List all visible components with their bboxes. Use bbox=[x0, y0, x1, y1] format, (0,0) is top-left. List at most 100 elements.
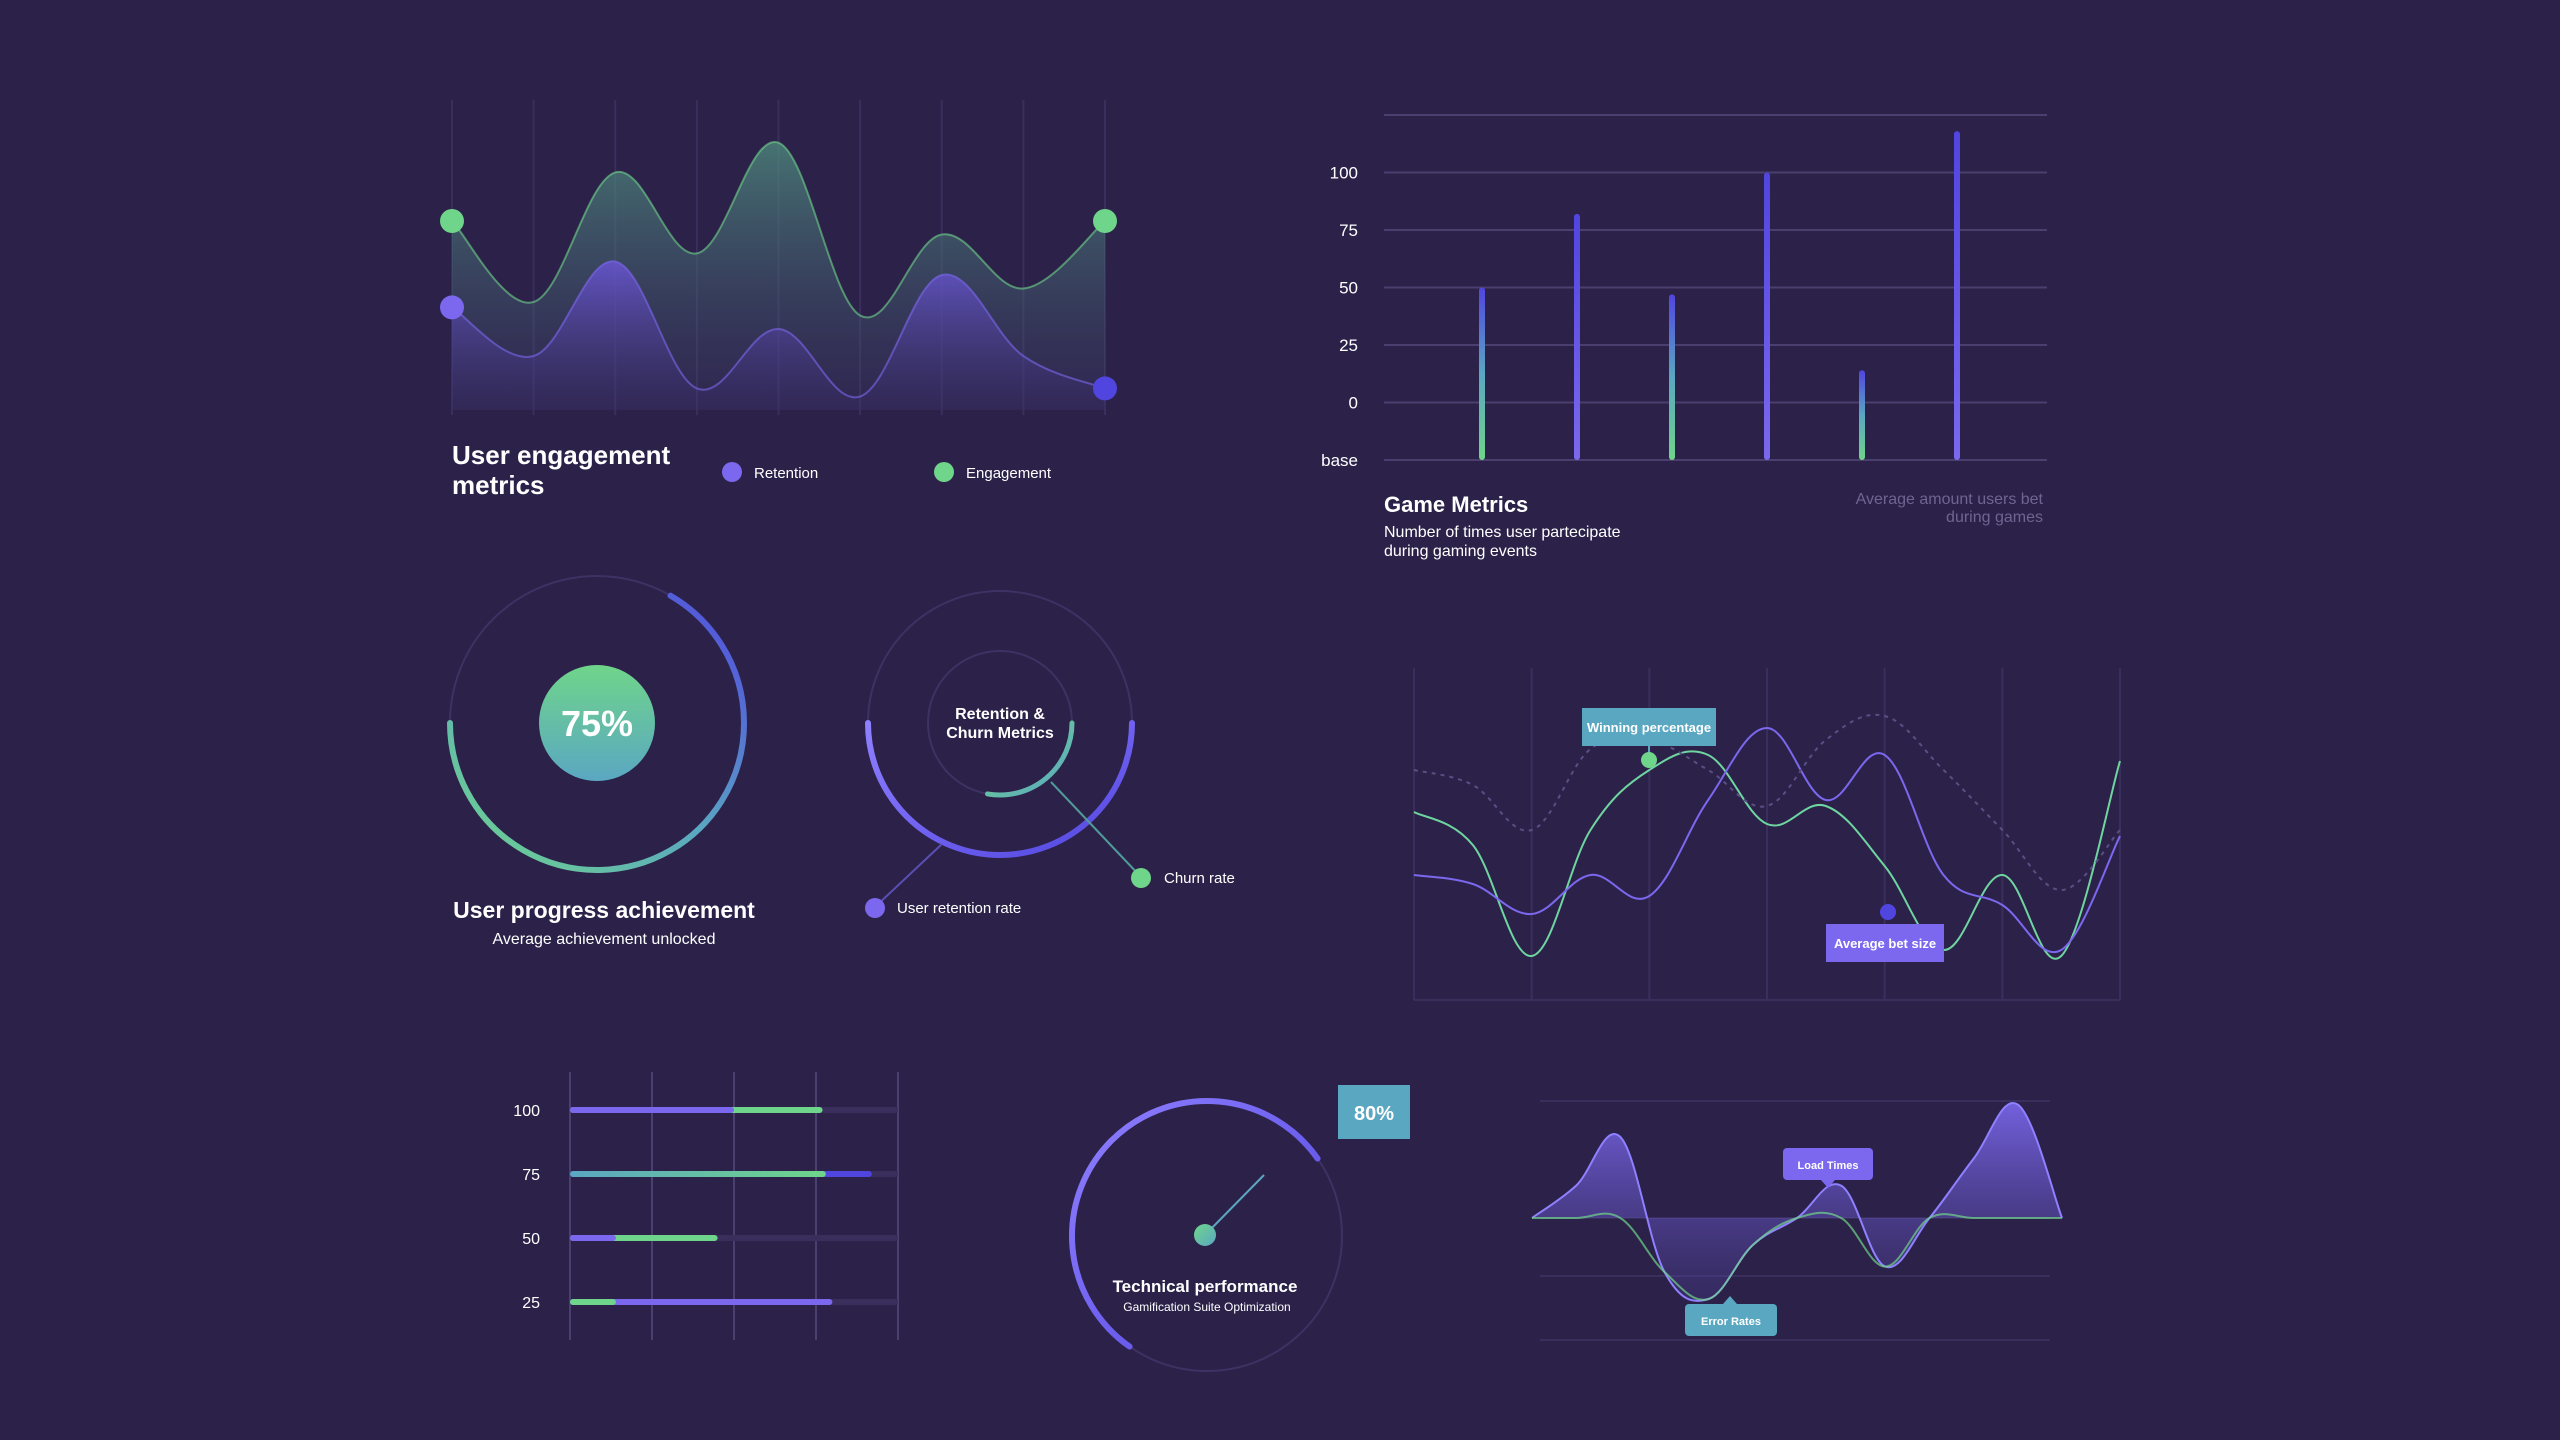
game-metrics-subtitle-line1: Number of times user partecipate bbox=[1384, 524, 1621, 541]
game-metrics-y-ticks: base 0 25 50 75 100 bbox=[1321, 164, 1358, 471]
load-error-area bbox=[1532, 1102, 2062, 1301]
game-metrics-title: Game Metrics bbox=[1384, 492, 1528, 517]
winning-bet-line bbox=[1413, 726, 2121, 954]
load-tag: Load Times bbox=[1783, 1148, 1873, 1188]
error-tag-label: Error Rates bbox=[1701, 1316, 1761, 1328]
hbar-segment bbox=[570, 1107, 734, 1113]
engagement-start-point bbox=[440, 209, 464, 233]
game-metrics-tick-label: 50 bbox=[1339, 279, 1358, 298]
progress-subtitle: Average achievement unlocked bbox=[493, 931, 716, 948]
load-error-line bbox=[1531, 1101, 2063, 1302]
legend-retention-dot bbox=[722, 462, 742, 482]
gauge-needle bbox=[1204, 1174, 1265, 1236]
winning-bet-grid bbox=[1413, 668, 2121, 1001]
error-tag-pointer bbox=[1723, 1296, 1737, 1304]
game-metrics-note-line1: Average amount users bet bbox=[1856, 491, 2044, 508]
technical-subtitle: Gamification Suite Optimization bbox=[1123, 1300, 1290, 1314]
game-metrics-tick-label: 100 bbox=[1330, 164, 1358, 183]
load-tag-box bbox=[1783, 1148, 1873, 1180]
engagement-title-line2: metrics bbox=[452, 470, 545, 500]
horizontal-bars-grid bbox=[569, 1072, 899, 1340]
hbar-segment bbox=[570, 1171, 826, 1177]
retention-center-line1: Retention & bbox=[955, 706, 1045, 723]
progress-value-disc bbox=[539, 665, 655, 781]
winning-marker bbox=[1641, 752, 1657, 768]
hbar-segment bbox=[570, 1235, 616, 1241]
winning-tag-box bbox=[1582, 708, 1716, 746]
retention-arc bbox=[865, 720, 1135, 858]
churn-leader-line bbox=[1050, 781, 1142, 878]
engagement-chart: User engagement metrics Retention Engage… bbox=[440, 100, 1117, 500]
hbar-category-label: 50 bbox=[522, 1231, 540, 1248]
progress-value-label: 75% bbox=[561, 703, 633, 744]
retention-dot bbox=[865, 898, 885, 918]
winning-tag-label: Winning percentage bbox=[1587, 720, 1711, 735]
retention-end-point bbox=[1093, 376, 1117, 401]
legend-retention-label: Retention bbox=[754, 465, 818, 482]
game-metrics-note-line2: during games bbox=[1946, 509, 2043, 526]
error-tag: Error Rates bbox=[1685, 1296, 1777, 1336]
game-metrics-bar bbox=[1479, 287, 1485, 460]
retention-start-point bbox=[440, 295, 464, 320]
game-metrics-tick-label: 25 bbox=[1339, 336, 1358, 355]
winning-tag: Winning percentage bbox=[1582, 708, 1716, 760]
hbar-category-label: 25 bbox=[522, 1295, 540, 1312]
engagement-endpoints bbox=[440, 209, 1117, 401]
bet-tag: Average bet size bbox=[1826, 924, 1944, 962]
game-metrics-bar bbox=[1574, 213, 1580, 460]
technical-badge-label: 80% bbox=[1354, 1103, 1394, 1125]
bet-tag-label: Average bet size bbox=[1834, 936, 1936, 951]
churn-arc bbox=[984, 720, 1075, 798]
retention-label: User retention rate bbox=[897, 900, 1021, 917]
progress-title: User progress achievement bbox=[453, 897, 755, 923]
error-rate-line bbox=[1531, 1211, 2062, 1301]
bet-tag-box bbox=[1826, 924, 1944, 962]
churn-dot bbox=[1131, 868, 1151, 888]
churn-label: Churn rate bbox=[1164, 870, 1235, 887]
winning-bet-chart: Winning percentage Average bet size bbox=[1413, 668, 2121, 1001]
technical-title: Technical performance bbox=[1113, 1277, 1298, 1296]
game-metrics-bar bbox=[1764, 172, 1770, 460]
game-metrics-grid bbox=[1384, 114, 2047, 461]
retention-leader-line bbox=[874, 843, 943, 908]
horizontal-bars: 100 75 50 25 bbox=[513, 1103, 898, 1312]
legend-engagement-dot bbox=[934, 462, 954, 482]
load-tag-pointer bbox=[1821, 1180, 1835, 1188]
load-tag-label: Load Times bbox=[1798, 1160, 1859, 1172]
hbar-segment bbox=[570, 1299, 616, 1305]
engagement-areas bbox=[451, 141, 1106, 410]
engagement-area-retention bbox=[452, 261, 1105, 410]
load-error-areas bbox=[1531, 1101, 2063, 1302]
game-metrics-subtitle-line2: during gaming events bbox=[1384, 543, 1537, 560]
load-error-chart: Load Times Error Rates bbox=[1531, 1100, 2063, 1341]
retention-center-line2: Churn Metrics bbox=[946, 725, 1054, 742]
game-metrics-tick-label: base bbox=[1321, 451, 1358, 470]
engagement-legend: Retention Engagement bbox=[722, 462, 1052, 482]
game-metrics-bars bbox=[1479, 131, 1960, 460]
gauge-arc bbox=[1069, 1098, 1321, 1350]
legend-engagement-label: Engagement bbox=[966, 465, 1052, 482]
user-progress-chart: 75% User progress achievement Average ac… bbox=[447, 575, 755, 948]
hbar-segment bbox=[570, 1299, 833, 1305]
hbar-category-label: 75 bbox=[522, 1167, 540, 1184]
winning-bet-lines bbox=[1413, 713, 2121, 960]
game-metrics-tick-label: 0 bbox=[1349, 394, 1358, 413]
technical-badge bbox=[1338, 1085, 1410, 1139]
game-metrics-chart: base 0 25 50 75 100 Game Metrics Number of ti… bbox=[1321, 114, 2047, 560]
game-metrics-tick-label: 75 bbox=[1339, 221, 1358, 240]
winning-bet-line bbox=[1413, 750, 2121, 960]
retention-churn-chart: Retention & Churn Metrics Churn rate Use… bbox=[865, 590, 1235, 918]
engagement-title-line1: User engagement bbox=[452, 440, 671, 470]
game-metrics-bar bbox=[1954, 131, 1960, 460]
progress-ring-arc bbox=[447, 592, 747, 873]
bet-marker bbox=[1880, 904, 1896, 920]
engagement-line-retention bbox=[451, 260, 1106, 399]
hbar-category-label: 100 bbox=[513, 1103, 540, 1120]
game-metrics-bar bbox=[1669, 294, 1675, 460]
engagement-line-engagement bbox=[451, 141, 1106, 319]
horizontal-bars-chart: 100 75 50 25 bbox=[513, 1072, 899, 1340]
game-metrics-bar bbox=[1859, 370, 1865, 460]
engagement-end-point bbox=[1093, 209, 1117, 233]
technical-performance-chart: 80% Technical performance Gamification S… bbox=[1069, 1085, 1410, 1372]
